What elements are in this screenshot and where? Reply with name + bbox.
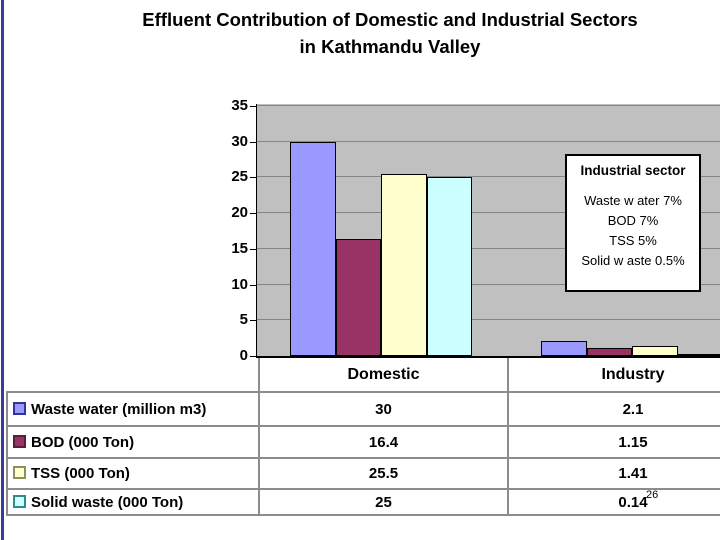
annotation-line-2: BOD 7% — [607, 213, 659, 228]
annotation-line-1: Waste w ater 7% — [584, 193, 682, 208]
annotation-line-3: TSS 5% — [609, 233, 657, 248]
table-row: Solid waste (000 Ton) 25 0.14 — [6, 488, 720, 516]
cell-domestic-row2: 16.4 — [258, 425, 509, 459]
page-number: 26 — [646, 489, 659, 501]
bar-domestic-tss-000-ton — [381, 173, 427, 356]
table-corner-empty — [7, 358, 259, 392]
cell-industry-row3: 1.41 — [507, 457, 720, 490]
data-table: Domestic Industry Waste water (million m3)… — [6, 358, 720, 516]
bar-domestic-waste-water-million-m3 — [290, 141, 336, 356]
cell-domestic-row4: 25 — [258, 488, 509, 516]
cell-industry-row4: 0.14 — [507, 488, 720, 516]
cell-domestic-row1: 30 — [258, 391, 509, 427]
legend-swatch-4 — [13, 494, 26, 508]
chart-title: Effluent Contribution of Domestic and In… — [40, 6, 720, 60]
gridline-10 — [257, 283, 720, 285]
y-axis-label-30: 30 — [231, 132, 248, 150]
y-axis-label-35: 35 — [231, 97, 248, 114]
row-label: BOD (000 Ton) — [6, 425, 260, 459]
gridline-5 — [257, 319, 720, 321]
y-axis-label-25: 25 — [231, 168, 248, 186]
annotation-line-4: Solid w aste 0.5% — [581, 253, 685, 268]
y-axis-tick-30 — [250, 141, 257, 143]
bar-industry-bod-000-ton — [586, 347, 632, 356]
legend-swatch-1 — [13, 401, 26, 415]
bar-industry-waste-water-million-m3 — [541, 341, 587, 356]
y-axis-label-20: 20 — [231, 204, 248, 222]
bar-industry-tss-000-ton — [632, 345, 678, 356]
column-header-domestic: Domestic — [258, 358, 509, 393]
y-axis-tick-0 — [250, 356, 257, 357]
bar-industry-solid-waste-000-ton — [677, 354, 720, 356]
cell-industry-row2: 1.15 — [507, 425, 720, 459]
chart-title-line1: Effluent Contribution of Domestic and In… — [142, 9, 638, 30]
gridline-15 — [257, 247, 720, 249]
column-header-industry: Industry — [507, 358, 720, 393]
y-axis-tick-15 — [250, 248, 257, 250]
y-axis-label-0: 0 — [239, 347, 248, 364]
legend-swatch-2 — [13, 434, 26, 448]
slide-left-border — [1, 0, 4, 540]
y-axis-tick-25 — [250, 177, 257, 179]
gridline-30 — [257, 140, 720, 142]
y-axis-tick-35 — [250, 106, 257, 107]
cell-domestic-row3: 25.5 — [258, 457, 509, 490]
annotation-title: Industrial sector — [580, 163, 686, 178]
cell-industry-row1: 2.1 — [507, 391, 720, 427]
y-axis-label-5: 5 — [239, 311, 248, 329]
table-row: BOD (000 Ton) 16.4 1.15 — [6, 425, 720, 459]
y-axis-tick-20 — [250, 213, 257, 215]
gridline-20 — [257, 212, 720, 214]
legend-swatch-3 — [13, 466, 26, 479]
annotation-lines: Waste w ater 7% BOD 7% TSS 5% Solid w aste … — [567, 191, 699, 271]
chart-title-line2: in Kathmandu Valley — [299, 36, 481, 57]
industrial-sector-annotation: Industrial sector Waste w ater 7% BOD 7% T… — [565, 154, 701, 292]
y-axis-label-15: 15 — [231, 239, 248, 257]
y-axis-tick-5 — [250, 320, 257, 322]
table-row: TSS (000 Ton) 25.5 1.41 — [6, 457, 720, 490]
gridline-25 — [257, 176, 720, 178]
gridline-35 — [257, 105, 720, 106]
y-axis-tick-10 — [250, 284, 257, 286]
bar-domestic-bod-000-ton — [335, 238, 381, 356]
row-label: Waste water (million m3) — [6, 391, 260, 427]
y-axis-label-10: 10 — [231, 275, 248, 293]
row-label: TSS (000 Ton) — [6, 457, 260, 490]
table-row: Waste water (million m3) 30 2.1 — [6, 391, 720, 427]
bar-domestic-solid-waste-000-ton — [426, 177, 472, 356]
row-label: Solid waste (000 Ton) — [6, 488, 260, 516]
